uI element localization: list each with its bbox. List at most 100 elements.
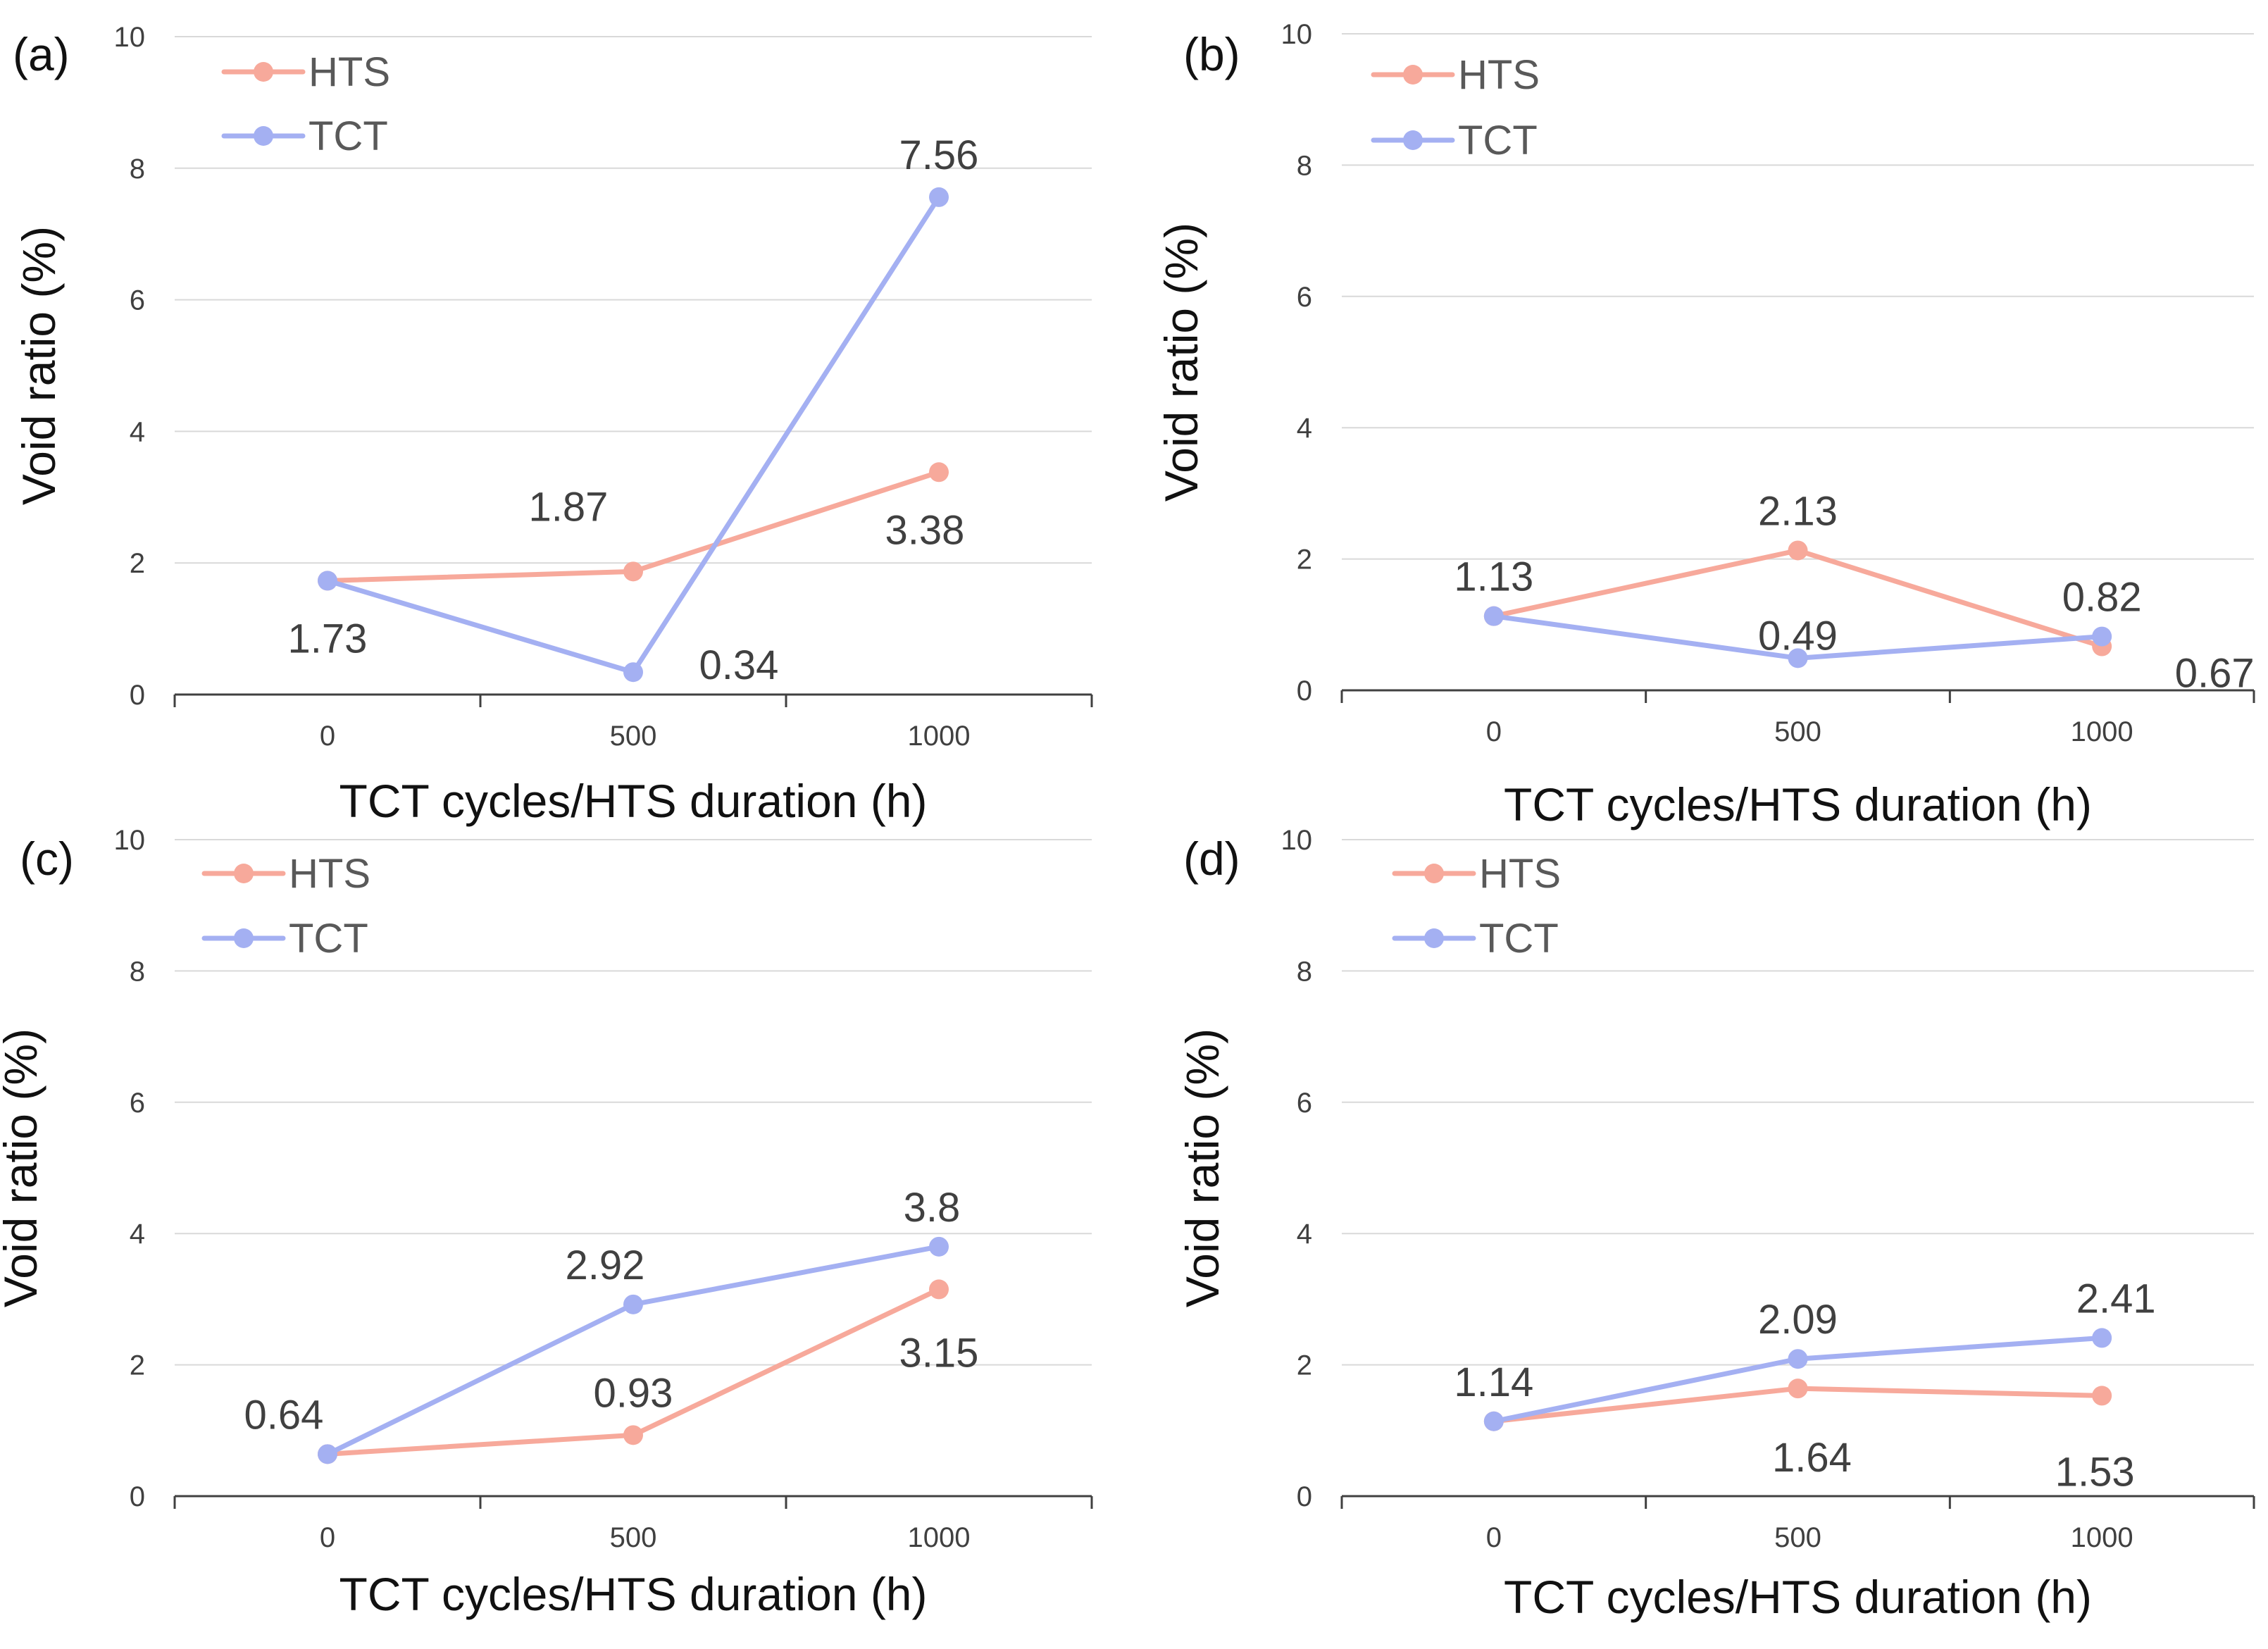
y-tick-label: 10 [1281, 825, 1313, 856]
panel-label: (a) [13, 28, 70, 80]
y-tick-label: 6 [1297, 282, 1312, 313]
data-label-hts: 1.53 [2055, 1449, 2135, 1495]
legend-marker-hts [234, 864, 254, 883]
data-point-tct [623, 1294, 643, 1314]
x-axis-title: TCT cycles/HTS duration (h) [339, 775, 928, 827]
y-axis-title: Void ratio (%) [0, 1028, 46, 1307]
legend-label-tct: TCT [309, 113, 388, 159]
y-tick-label: 0 [1297, 676, 1312, 707]
y-tick-label: 8 [130, 956, 145, 987]
data-label-hts: 1.73 [288, 616, 368, 661]
data-point-hts [929, 1279, 949, 1300]
y-axis-title: Void ratio (%) [13, 226, 65, 505]
x-tick-label: 1000 [908, 1522, 971, 1553]
panel-label: (d) [1183, 833, 1240, 885]
data-point-hts [623, 561, 643, 582]
data-label-tct: 0.34 [699, 642, 779, 688]
data-label-tct: 0.49 [1758, 613, 1838, 659]
data-point-tct [1788, 1349, 1808, 1369]
y-tick-label: 2 [1297, 545, 1312, 575]
y-tick-label: 8 [1297, 150, 1312, 181]
legend-label-tct: TCT [1458, 118, 1538, 163]
y-tick-label: 4 [1297, 1219, 1312, 1250]
x-tick-label: 1000 [2071, 1522, 2133, 1553]
y-tick-label: 0 [130, 1481, 145, 1512]
legend-marker-tct [254, 126, 273, 146]
x-tick-label: 1000 [908, 721, 971, 752]
data-label-tct: 2.41 [2076, 1276, 2156, 1321]
legend-marker-hts [254, 62, 273, 82]
legend-label-tct: TCT [1479, 916, 1559, 962]
y-tick-label: 10 [114, 22, 146, 53]
legend-marker-tct [1424, 928, 1444, 948]
data-point-hts [1788, 1379, 1808, 1399]
y-tick-label: 4 [130, 416, 145, 447]
data-point-hts [929, 462, 949, 483]
y-tick-label: 0 [130, 680, 145, 711]
y-tick-label: 0 [1297, 1481, 1312, 1512]
x-tick-label: 500 [610, 1522, 657, 1553]
y-tick-label: 6 [130, 1088, 145, 1119]
x-tick-label: 0 [320, 721, 335, 752]
data-point-tct [2092, 626, 2112, 647]
x-tick-label: 0 [1486, 716, 1502, 747]
legend-label-hts: HTS [289, 851, 370, 897]
y-tick-label: 2 [130, 548, 145, 579]
panel-label: (c) [20, 833, 74, 885]
legend-marker-hts [1403, 65, 1423, 85]
panel-label: (b) [1183, 28, 1240, 80]
y-tick-label: 6 [130, 285, 145, 316]
data-label-tct: 0.82 [2062, 575, 2142, 621]
chart-panel-c: 0 2 4 6 8 10 0 500 1000 TCT cycles/HTS duration (… [0, 825, 1093, 1620]
chart-panel-b: 0 2 4 6 8 10 0 500 1000 TCT cycles/HTS duration (… [1155, 19, 2255, 830]
legend-label-hts: HTS [1458, 52, 1540, 98]
data-label-hts: 3.15 [899, 1330, 979, 1376]
y-tick-label: 8 [1297, 956, 1312, 987]
data-label-tct: 2.92 [566, 1243, 645, 1288]
data-label-tct: 2.09 [1758, 1297, 1838, 1343]
data-point-hts [1788, 540, 1808, 561]
data-label-hts: 1.64 [1772, 1435, 1852, 1481]
x-tick-label: 500 [610, 721, 657, 752]
y-tick-label: 2 [1297, 1350, 1312, 1381]
data-label-tct: 7.56 [899, 132, 979, 178]
legend-label-hts: HTS [1479, 851, 1561, 897]
legend-marker-tct [234, 928, 254, 948]
data-label-tct: 1.14 [1454, 1359, 1533, 1405]
data-label-hts: 1.13 [1454, 554, 1533, 600]
data-point-hts [623, 1425, 643, 1445]
data-label-hts: 0.67 [2175, 651, 2255, 697]
data-point-tct [1483, 606, 1504, 626]
data-label-hts: 2.13 [1758, 488, 1838, 534]
y-tick-label: 8 [130, 154, 145, 185]
chart-panel-a: 0 2 4 6 8 10 0 500 1000 TCT cycles/HTS duration (… [13, 22, 1093, 827]
x-tick-label: 0 [1486, 1522, 1502, 1553]
data-point-tct [1483, 1411, 1504, 1431]
x-axis-title: TCT cycles/HTS duration (h) [1504, 778, 2092, 830]
y-tick-label: 10 [1281, 19, 1313, 50]
y-tick-label: 10 [114, 825, 146, 856]
x-tick-label: 1000 [2071, 716, 2133, 747]
data-point-tct [318, 1444, 337, 1464]
data-label-hts: 3.38 [885, 507, 965, 553]
legend-marker-tct [1403, 130, 1423, 150]
x-tick-label: 500 [1774, 1522, 1821, 1553]
series-line-tct [325, 194, 942, 675]
y-axis-title: Void ratio (%) [1176, 1028, 1228, 1307]
data-label-hts: 0.93 [594, 1370, 673, 1416]
x-tick-label: 0 [320, 1522, 335, 1553]
data-label-tct: 0.64 [244, 1392, 324, 1438]
data-point-tct [1788, 648, 1808, 668]
x-tick-label: 500 [1774, 716, 1821, 747]
data-point-tct [318, 571, 337, 591]
legend-label-tct: TCT [289, 916, 368, 962]
y-tick-label: 4 [1297, 413, 1312, 444]
y-axis-title: Void ratio (%) [1155, 223, 1207, 502]
chart-panel-d: 0 2 4 6 8 10 0 500 1000 TCT cycles/HTS duration (… [1176, 825, 2255, 1623]
data-point-tct [929, 187, 949, 207]
data-label-hts: 1.87 [529, 484, 609, 530]
x-axis-title: TCT cycles/HTS duration (h) [339, 1568, 928, 1620]
x-axis-title: TCT cycles/HTS duration (h) [1504, 1571, 2092, 1623]
data-point-tct [623, 662, 643, 683]
